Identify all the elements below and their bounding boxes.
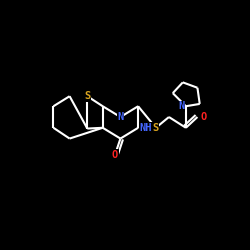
Text: NH: NH [140, 123, 152, 133]
Text: O: O [112, 150, 118, 160]
Text: N: N [117, 112, 124, 122]
Text: S: S [153, 123, 159, 133]
Text: S: S [84, 91, 90, 101]
Text: N: N [178, 101, 184, 111]
Text: O: O [200, 112, 207, 122]
